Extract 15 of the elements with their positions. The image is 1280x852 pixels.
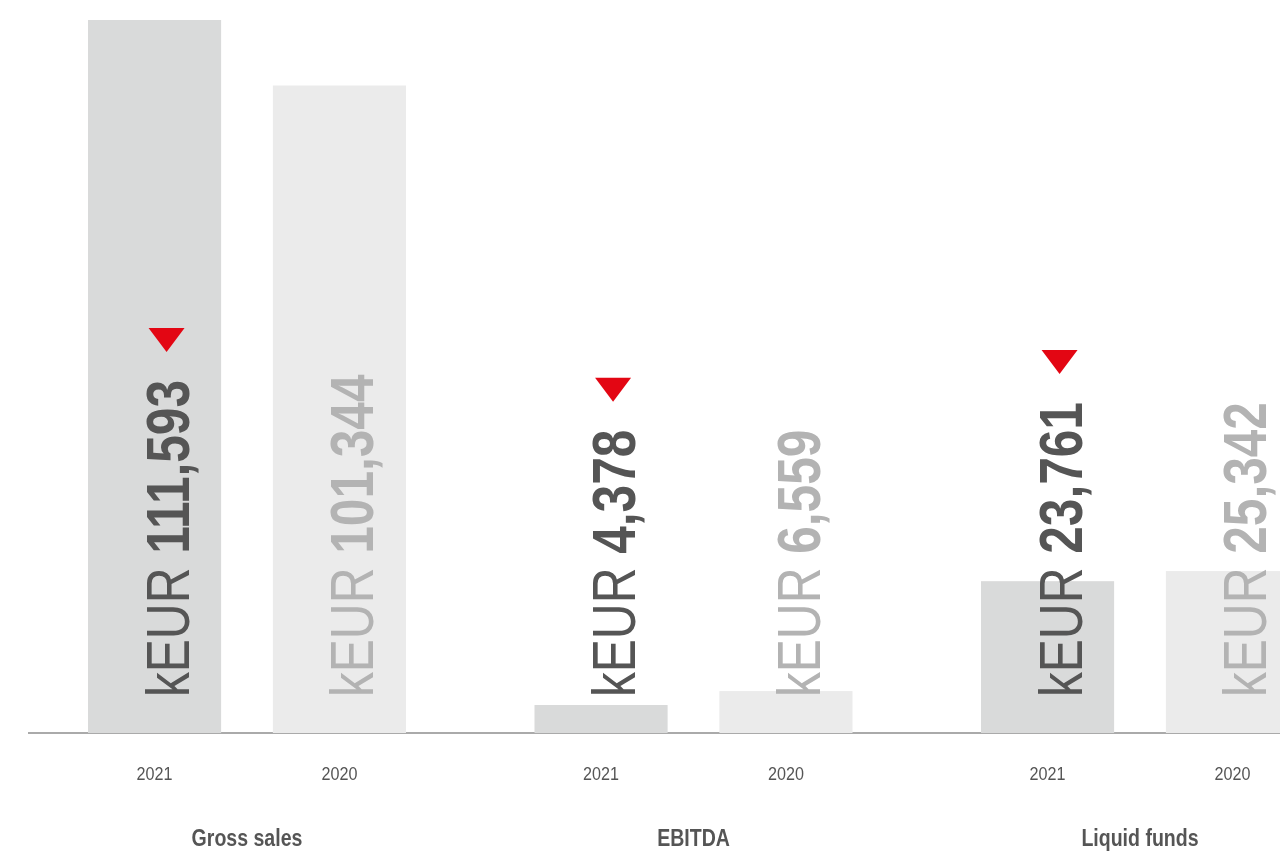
data-label: kEUR 6,559 — [763, 429, 834, 697]
x-tick-label: 2021 — [583, 762, 620, 785]
data-label: kEUR 111,593 — [132, 379, 202, 697]
data-label: kEUR 23,761 — [1025, 402, 1095, 697]
data-label: kEUR 101,344 — [317, 374, 387, 697]
x-axis-title: Liquid funds — [1081, 825, 1199, 852]
data-label: kEUR 25,342 — [1210, 402, 1280, 697]
x-tick-label: 2020 — [321, 762, 358, 785]
x-tick-label: 2021 — [136, 762, 173, 785]
x-axis-title: Gross sales — [191, 825, 303, 852]
x-tick-label: 2020 — [767, 762, 805, 785]
data-label: kEUR 4,378 — [578, 429, 649, 697]
x-tick-label: 2020 — [1214, 762, 1251, 785]
x-axis-title: EBITDA — [657, 825, 730, 852]
x-tick-label: 2021 — [1029, 762, 1066, 785]
